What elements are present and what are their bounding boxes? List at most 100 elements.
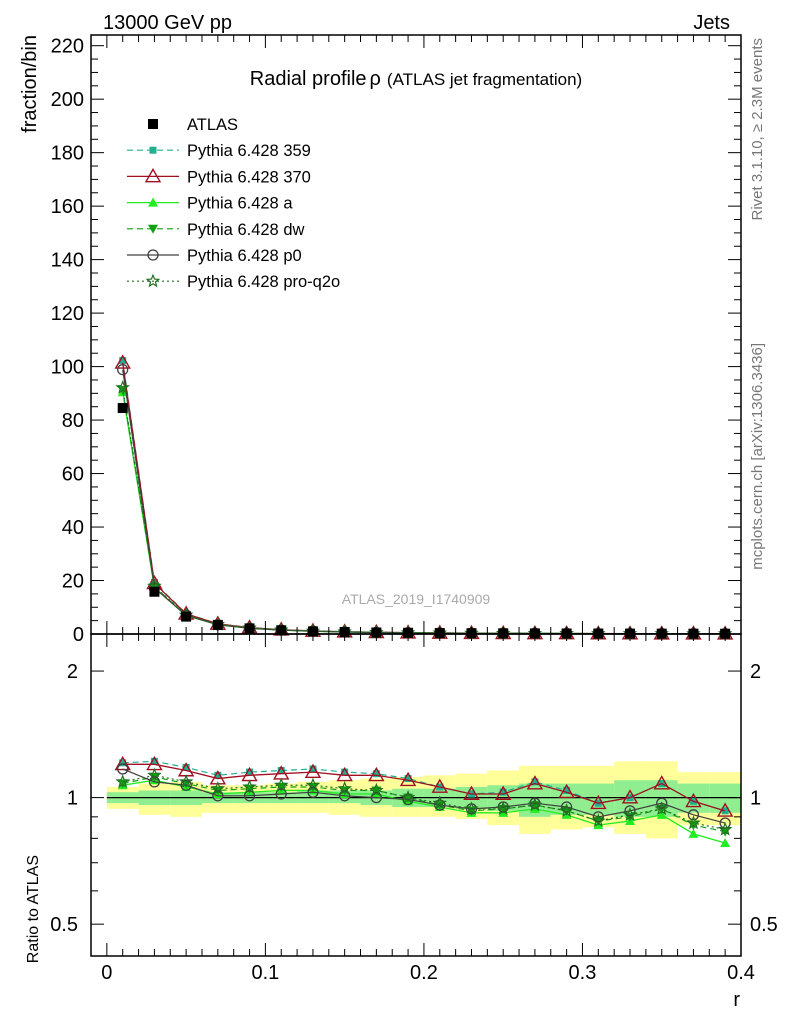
- ratio-point-pq2o-10: [432, 795, 448, 810]
- header-left: 13000 GeV pp: [103, 12, 232, 34]
- ratio-point-pq2o-9: [400, 789, 416, 804]
- ratio-point-p370-17: [653, 775, 670, 790]
- legend-label-pdw: Pythia 6.428 dw: [187, 221, 304, 239]
- ratio-panel: 0.5 0.5 1 1 2 2 0 0.1 0.2 0.3 0.4: [50, 633, 778, 984]
- ratio-frame: [90, 633, 742, 957]
- ratio-y-axis-title: Ratio to ATLAS: [25, 855, 42, 963]
- ratio-ytick-label-right: 0.5: [750, 914, 778, 936]
- ratio-point-p370-18: [685, 792, 702, 808]
- ratio-point-pq2o-6: [305, 777, 321, 792]
- legend-marker-pa: [148, 197, 158, 207]
- ratio-point-pp0-14: [560, 801, 573, 813]
- ratio-series-line-pa: [122, 779, 726, 844]
- ratio-point-pp0-1: [148, 776, 161, 788]
- ratio-ytick-label-left: 2: [67, 661, 78, 683]
- ratio-point-pq2o-19: [717, 821, 733, 836]
- ratio-point-pq2o-2: [178, 774, 194, 789]
- ratio-point-p359-13: [531, 778, 539, 786]
- ratio-point-p359-8: [372, 770, 380, 778]
- ratio-xtick-label: 0.2: [410, 962, 438, 984]
- chart-title-main: Radial profile: [250, 68, 367, 90]
- ratio-point-p359-6: [309, 765, 317, 773]
- ratio-point-pp0-15: [592, 811, 604, 823]
- ratio-point-pa-19: [720, 837, 731, 847]
- ratio-point-p359-12: [499, 788, 507, 796]
- ratio-point-pp0-19: [719, 817, 731, 829]
- ratio-point-pp0-2: [180, 779, 192, 791]
- legend-marker-atlas: [148, 119, 158, 129]
- legend-marker-pq2o: [145, 273, 161, 288]
- ratio-point-p359-1: [150, 757, 158, 765]
- ratio-point-p370-8: [368, 766, 385, 782]
- ratio-point-p359-14: [563, 786, 571, 794]
- legend-marker-pp0: [147, 249, 159, 261]
- ratio-point-p370-19: [716, 802, 734, 817]
- top-y-axis-title: fraction/bin: [19, 35, 41, 133]
- legend-label-pp0: Pythia 6.428 p0: [187, 247, 302, 265]
- top-ytick-label: 140: [51, 250, 84, 272]
- ratio-point-pa-18: [688, 828, 699, 838]
- ratio-xtick-label: 0.3: [569, 962, 597, 984]
- ratio-point-pp0-17: [656, 797, 668, 809]
- top-ytick-label: 200: [51, 89, 84, 111]
- chart-title: Radial profile ρ (ATLAS jet fragmentation): [250, 68, 582, 90]
- ratio-point-pq2o-11: [464, 801, 479, 816]
- ratio-point-pq2o-5: [273, 777, 289, 792]
- ratio-point-pq2o-13: [527, 797, 543, 812]
- ratio-point-pa-17: [656, 809, 667, 819]
- top-point-p359-0: [119, 357, 127, 365]
- legend: ATLAS Pythia 6.428 359 Pythia 6.428 370 Pyt…: [127, 116, 340, 291]
- top-point-pq2o-0: [115, 380, 130, 394]
- top-ytick-label: 180: [51, 143, 84, 165]
- top-ytick-label: 60: [62, 464, 84, 486]
- top-ytick-label: 80: [62, 410, 84, 432]
- ratio-point-pq2o-15: [591, 813, 606, 828]
- legend-label-p370: Pythia 6.428 370: [187, 168, 311, 186]
- top-ytick-label: 120: [51, 303, 84, 325]
- chart-title-paren: (ATLAS jet fragmentation): [387, 70, 582, 89]
- ratio-point-pp0-5: [275, 788, 287, 800]
- legend-label-pq2o: Pythia 6.428 pro-q2o: [187, 273, 340, 291]
- legend-marker-pdw: [148, 224, 158, 234]
- ratio-point-p359-0: [119, 759, 127, 767]
- ratio-point-p359-2: [182, 763, 190, 771]
- chart-title-rho: ρ: [370, 68, 381, 90]
- ratio-point-pp0-16: [624, 805, 636, 817]
- top-point-pp0-0: [117, 363, 129, 376]
- ratio-point-pq2o-14: [559, 803, 574, 818]
- ratio-point-p370-12: [494, 785, 512, 800]
- rivet-version-label: Rivet 3.1.10, ≥ 2.3M events: [749, 38, 766, 221]
- ratio-ytick-label-right: 1: [750, 788, 761, 810]
- ratio-point-p370-10: [431, 778, 448, 793]
- top-ytick-label: 40: [62, 517, 84, 539]
- ratio-point-pq2o-12: [495, 801, 511, 816]
- ratio-ytick-label-right: 2: [750, 661, 761, 683]
- ratio-point-p359-3: [214, 771, 222, 779]
- top-ytick-label: 160: [51, 196, 84, 218]
- legend-label-pa: Pythia 6.428 a: [187, 195, 293, 213]
- ratio-point-p359-5: [277, 767, 285, 775]
- legend-marker-p359: [149, 146, 157, 154]
- ratio-point-p370-14: [558, 783, 575, 799]
- atlas-point-3: [212, 619, 223, 630]
- ratio-point-p359-7: [341, 768, 349, 776]
- ratio-point-pp0-9: [402, 793, 414, 806]
- ratio-point-p370-16: [621, 789, 639, 804]
- ratio-point-p370-7: [336, 766, 353, 782]
- ratio-point-p370-13: [526, 775, 544, 790]
- ratio-point-p370-9: [399, 771, 417, 787]
- ratio-point-pq2o-4: [242, 779, 257, 794]
- ratio-ytick-label-left: 0.5: [50, 914, 78, 936]
- ratio-xtick-label: 0.4: [727, 962, 755, 984]
- ratio-point-p370-6: [304, 763, 322, 779]
- ratio-xtick-label: 0.1: [251, 962, 279, 984]
- ratio-point-pp0-0: [117, 763, 129, 775]
- top-point-p370-0: [114, 354, 131, 369]
- atlas-point-1: [149, 586, 160, 597]
- ratio-point-pq2o-18: [686, 815, 701, 830]
- ratio-point-pq2o-0: [115, 774, 130, 789]
- legend-marker-p370: [144, 167, 162, 183]
- ratio-point-pq2o-17: [654, 801, 670, 816]
